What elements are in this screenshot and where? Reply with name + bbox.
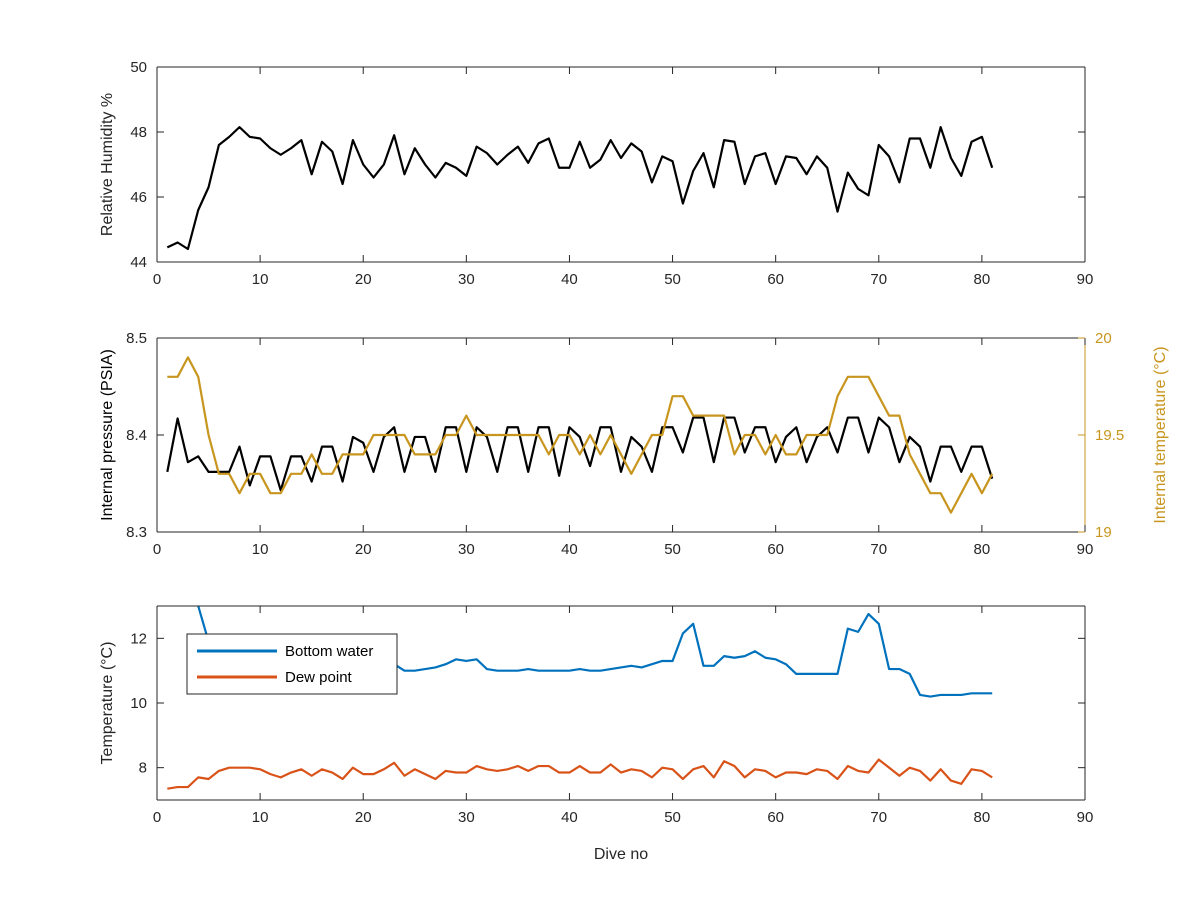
y-tick-label: 48 [130,124,147,141]
x-tick-label: 80 [974,271,991,288]
x-tick-label: 10 [252,271,269,288]
x-tick-label: 80 [974,541,991,558]
x-tick-label: 50 [664,809,681,826]
x-tick-label: 40 [561,809,578,826]
series-line-1 [166,416,994,492]
chart-panel-3: 0 10 20 30 40 50 60 70 80 90 8 10 12 Temperature (°C)… [99,605,1094,863]
y-tick-label: 50 [130,59,147,76]
chart-panel-1: 0 10 20 30 40 50 60 70 80 90 44 46 48 50 Relative Humi… [99,59,1093,288]
y-tick-label: 8.3 [126,524,147,541]
x-tick-label: 90 [1077,271,1094,288]
x-tick-label: 70 [870,541,887,558]
x-tick-label: 30 [458,541,475,558]
x-tick-label: 0 [153,541,161,558]
y-tick-label: 10 [130,695,147,712]
x-tick-label: 30 [458,809,475,826]
x-tick-label: 90 [1077,541,1094,558]
y-tick-label: 44 [130,254,147,271]
legend: Bottom water Dew point [186,633,398,695]
y-tick-label: 8.4 [126,427,147,444]
x-tick-label: 40 [561,271,578,288]
series-line-2 [167,356,994,514]
x-tick-label: 90 [1077,809,1094,826]
y-tick-label: 46 [130,189,147,206]
chart-panel-2: 0 10 20 30 40 50 60 70 80 90 8.3 8.4 8.5 19 19.5 20 Inte… [99,330,1169,558]
x-tick-label: 10 [252,809,269,826]
x-tick-label: 80 [974,809,991,826]
y-axis-label: Relative Humidity % [99,93,116,236]
y-tick-label: 8.5 [126,330,147,347]
y-tick-label: 8 [139,760,147,777]
x-tick-label: 60 [767,809,784,826]
y2-tick-label: 19.5 [1095,427,1124,444]
x-tick-label: 30 [458,271,475,288]
x-tick-label: 50 [664,271,681,288]
y-axis-label: Temperature (°C) [99,642,116,765]
series-line-1 [166,126,994,251]
legend-label-bottom-water: Bottom water [285,643,373,660]
x-tick-label: 40 [561,541,578,558]
y2-tick-label: 20 [1095,330,1112,347]
x-tick-label: 50 [664,541,681,558]
x-tick-label: 60 [767,541,784,558]
x-tick-label: 20 [355,271,372,288]
x-tick-label: 60 [767,271,784,288]
y2-axis-label: Internal temperature (°C) [1152,346,1169,523]
x-axis-label: Dive no [594,846,648,863]
y-tick-label: 12 [130,630,147,647]
x-tick-label: 70 [870,809,887,826]
series-line-dew-point [167,758,993,790]
legend-label-dew-point: Dew point [285,669,353,686]
legend-box [186,633,398,695]
x-tick-label: 10 [252,541,269,558]
y2-tick-label: 19 [1095,524,1112,541]
x-tick-label: 0 [153,809,161,826]
y-axis-label: Internal pressure (PSIA) [99,349,116,521]
x-tick-label: 20 [355,541,372,558]
x-tick-label: 20 [355,809,372,826]
x-tick-label: 0 [153,271,161,288]
x-tick-label: 70 [870,271,887,288]
